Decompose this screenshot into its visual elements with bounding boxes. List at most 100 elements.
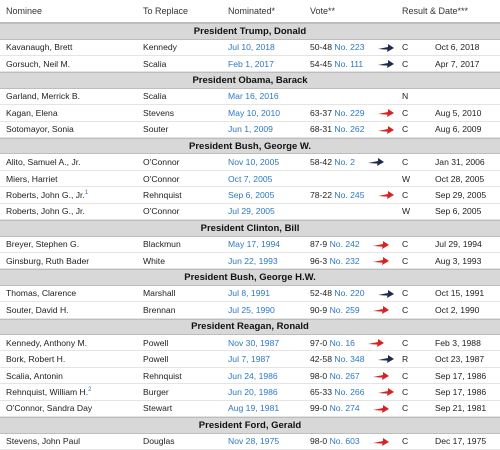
annotation-arrow-icon (372, 437, 389, 446)
result-code: C (402, 370, 409, 381)
vote-number-link[interactable]: No. 229 (334, 107, 365, 118)
result-code: C (402, 403, 409, 414)
vote-number-link[interactable]: No. 267 (329, 370, 360, 381)
vote-number-link[interactable]: No. 259 (329, 304, 360, 315)
result-date: Apr 7, 2017 (435, 58, 480, 69)
annotation-arrow-icon (372, 404, 389, 413)
annotation-arrow-icon (377, 59, 394, 68)
nominee-name: Scalia, Antonin (6, 371, 63, 381)
result-code: W (402, 206, 411, 217)
col-header-nominee[interactable]: Nominee (6, 6, 43, 16)
nominee-name: Kagan, Elena (6, 108, 58, 118)
result-date: Dec 17, 1975 (435, 436, 487, 447)
nominated-date-link[interactable]: Sep 6, 2005 (228, 189, 275, 200)
table-row: Bork, Robert H. Powell Jul 7, 1987 42-58 No… (0, 351, 500, 368)
nominated-date-link[interactable]: Jul 7, 1987 (228, 354, 271, 365)
footnote-link[interactable]: 2 (88, 387, 92, 394)
result-date: Sep 21, 1981 (435, 403, 487, 414)
vote-number-link[interactable]: No. 2 (334, 157, 355, 168)
vote-tally: 50-48 (310, 42, 332, 53)
nominated-date-link[interactable]: Oct 7, 2005 (228, 173, 273, 184)
vote-number-link[interactable]: No. 274 (329, 403, 360, 414)
vote-cell: 54-45 No. 111 (310, 59, 363, 69)
vote-number-link[interactable]: No. 266 (334, 386, 365, 397)
nominated-date-link[interactable]: Jun 1, 2009 (228, 124, 273, 135)
result-date: Oct 28, 2005 (435, 173, 485, 184)
vote-number-link[interactable]: No. 232 (329, 255, 360, 266)
result-code: C (402, 436, 409, 447)
result-date: Oct 2, 1990 (435, 304, 480, 315)
table-header: Nominee To Replace Nominated* Vote** Res… (0, 0, 500, 23)
vote-number-link[interactable]: No. 348 (334, 354, 365, 365)
vote-number-link[interactable]: No. 262 (334, 124, 365, 135)
nominee-name: Roberts, John G., Jr. (6, 206, 85, 216)
to-replace: Scalia (143, 58, 167, 69)
vote-tally: 42-58 (310, 354, 332, 365)
vote-number-link[interactable]: No. 223 (334, 42, 365, 53)
president-group-header: President Clinton, Bill (0, 220, 500, 237)
vote-cell: 90-9 No. 259 (310, 305, 360, 315)
nominated-date-link[interactable]: Jul 29, 2005 (228, 206, 275, 217)
vote-cell: 63-37 No. 229 (310, 108, 364, 118)
nominee-name: Breyer, Stephen G. (6, 239, 79, 249)
to-replace: O'Connor (143, 206, 180, 217)
vote-tally: 98-0 (310, 436, 328, 447)
vote-cell: 52-48 No. 220 (310, 288, 364, 298)
vote-number-link[interactable]: No. 245 (334, 189, 365, 200)
footnote-link[interactable]: 1 (84, 190, 89, 197)
annotation-arrow-icon (377, 388, 394, 397)
col-header-vote[interactable]: Vote** (310, 6, 336, 16)
nominated-date-link[interactable]: Nov 30, 1987 (228, 337, 280, 348)
vote-tally: 90-9 (310, 304, 328, 315)
to-replace: Marshall (143, 288, 176, 299)
nominated-date-link[interactable]: May 10, 2010 (228, 107, 281, 118)
nominated-date-link[interactable]: Aug 19, 1981 (228, 403, 280, 414)
table-row: Thomas, Clarence Marshall Jul 8, 1991 52-48… (0, 286, 500, 303)
result-date: Aug 6, 2009 (435, 124, 482, 135)
vote-cell: 96-3 No. 232 (310, 256, 360, 266)
vote-cell: 97-0 No. 16 (310, 338, 355, 348)
nominee-name-text: Gorsuch, Neil M. (6, 58, 70, 69)
result-date: Jan 31, 2006 (435, 157, 485, 168)
table-row: Roberts, John G., Jr. O'Connor Jul 29, 200… (0, 204, 500, 221)
nominee-name-text: Bork, Robert H. (6, 354, 66, 365)
col-header-nominated[interactable]: Nominated* (228, 6, 276, 16)
vote-number-link[interactable]: No. 220 (334, 288, 365, 299)
table-row: Sotomayor, Sonia Souter Jun 1, 2009 68-31 N… (0, 122, 500, 138)
nominated-date-link[interactable]: Nov 28, 1975 (228, 436, 280, 447)
nominee-name: Rehnquist, William H.2 (6, 387, 91, 397)
nominated-date-link[interactable]: Jul 25, 1990 (228, 304, 275, 315)
nominated-date-link[interactable]: Feb 1, 2017 (228, 58, 274, 69)
vote-number-link[interactable]: No. 603 (329, 436, 360, 447)
col-header-to-replace[interactable]: To Replace (143, 6, 189, 16)
nominated-date-link[interactable]: Jun 22, 1993 (228, 255, 278, 266)
vote-number-link[interactable]: No. 16 (329, 337, 355, 348)
nominated-date-link[interactable]: Jul 8, 1991 (228, 288, 271, 299)
annotation-arrow-icon (372, 240, 389, 249)
nominated-date-link[interactable]: Jun 24, 1986 (228, 370, 278, 381)
vote-number-link[interactable]: No. 111 (334, 58, 364, 69)
president-group-header: President Trump, Donald (0, 23, 500, 40)
vote-tally: 99-0 (310, 403, 328, 414)
nominated-date-link[interactable]: Jun 20, 1986 (228, 386, 278, 397)
nominated-date-link[interactable]: Jul 10, 2018 (228, 42, 275, 53)
result-date: Sep 6, 2005 (435, 206, 482, 217)
to-replace: Stevens (143, 107, 175, 118)
result-date: Oct 23, 1987 (435, 354, 485, 365)
vote-number-link[interactable]: No. 242 (329, 239, 360, 250)
nominated-date-link[interactable]: May 17, 1994 (228, 239, 281, 250)
col-header-result-date[interactable]: Result & Date*** (402, 6, 469, 16)
nominated-date-link[interactable]: Nov 10, 2005 (228, 157, 280, 168)
to-replace: Douglas (143, 436, 175, 447)
result-code: N (402, 91, 409, 102)
to-replace: Burger (143, 386, 169, 397)
table-row: Stevens, John Paul Douglas Nov 28, 1975 98-… (0, 434, 500, 450)
nominated-date-link[interactable]: Mar 16, 2016 (228, 91, 279, 102)
to-replace: Brennan (143, 304, 176, 315)
vote-cell: 65-33 No. 266 (310, 387, 364, 397)
result-code: C (402, 157, 409, 168)
to-replace: Rehnquist (143, 370, 182, 381)
president-group-header: President Reagan, Ronald (0, 318, 500, 336)
result-code: W (402, 173, 411, 184)
annotation-arrow-icon (377, 289, 394, 298)
